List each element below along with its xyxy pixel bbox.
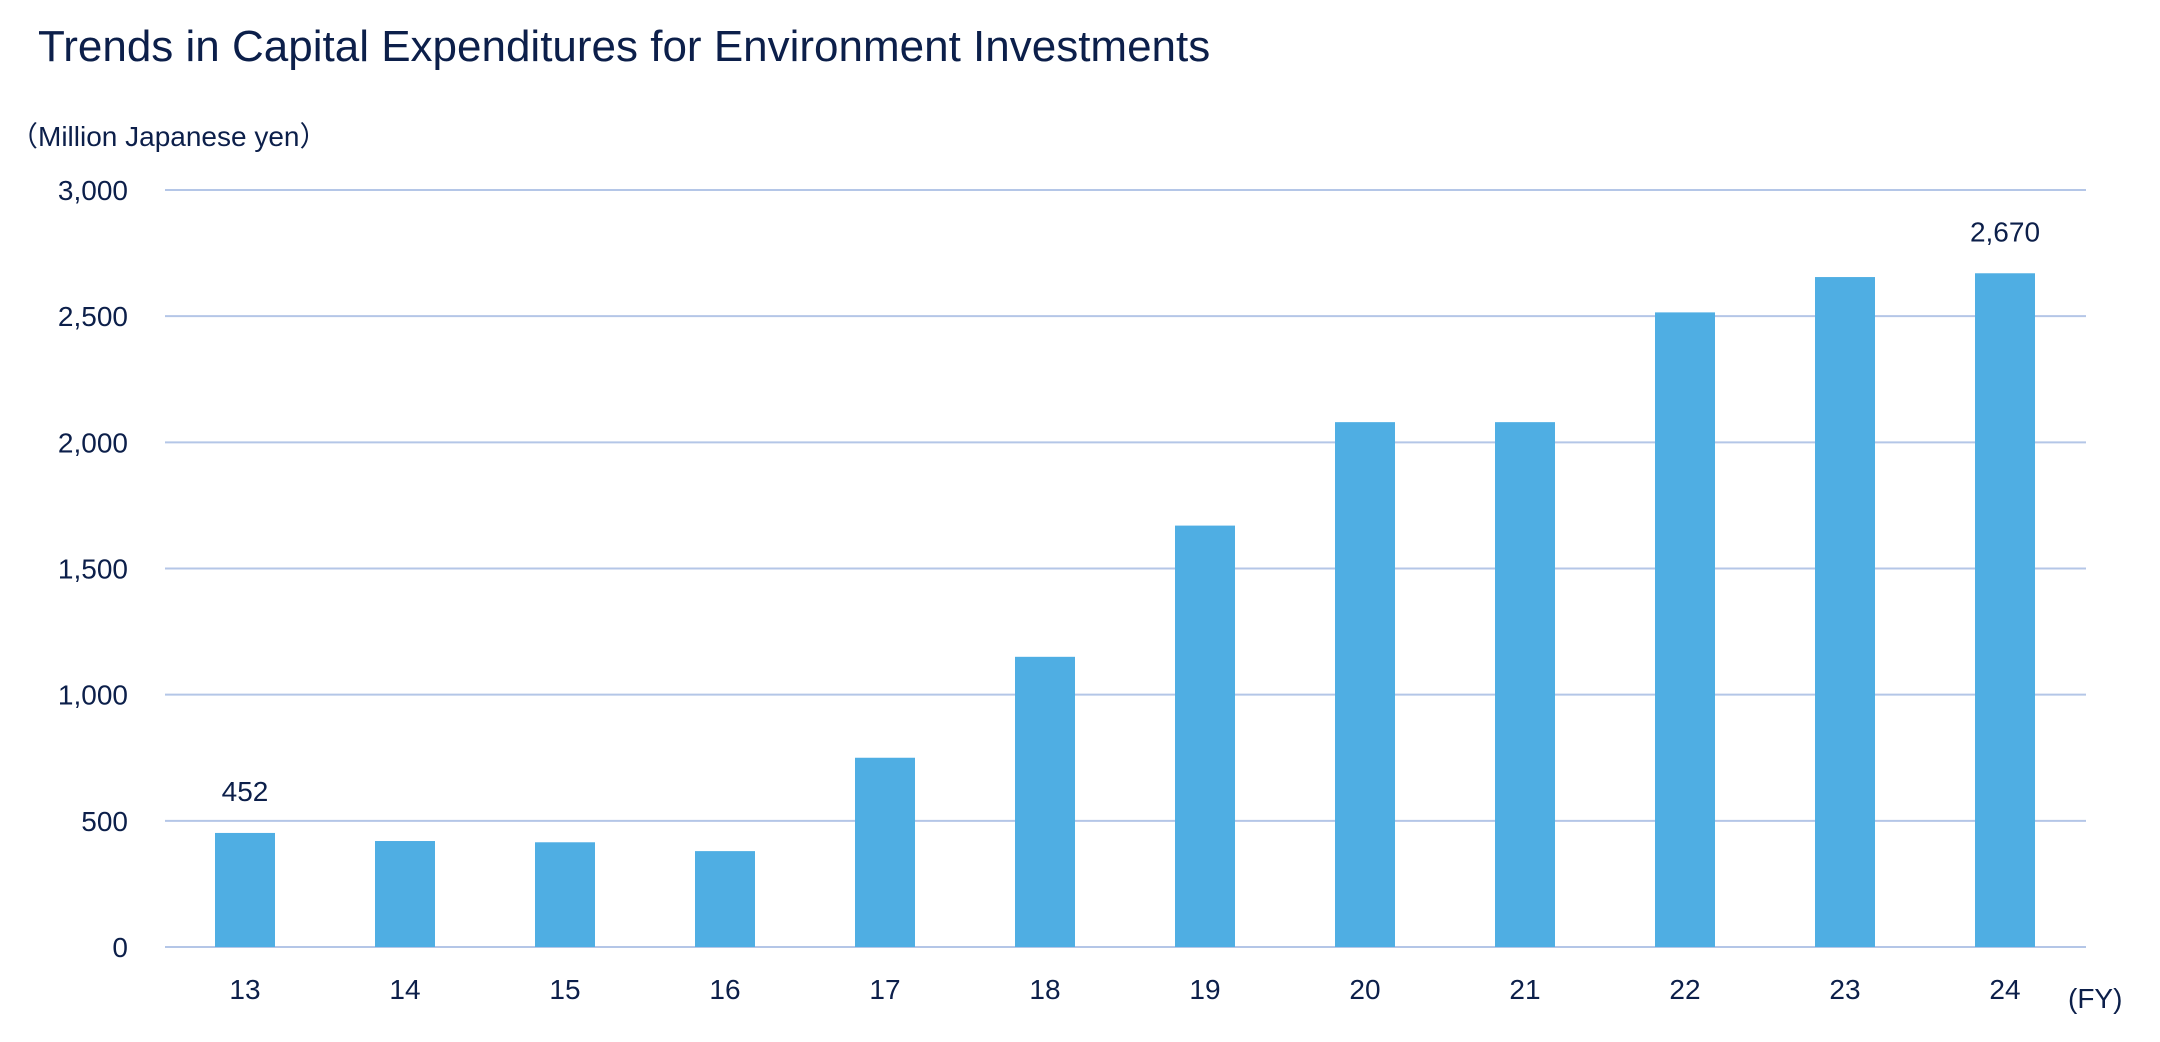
x-axis-label: (FY) [2068, 983, 2122, 1014]
y-axis-label: （Million Japanese yen） [10, 121, 328, 152]
chart-title: Trends in Capital Expenditures for Envir… [38, 22, 1211, 71]
bar [1495, 422, 1555, 947]
bar [1655, 312, 1715, 947]
y-tick-label: 500 [81, 806, 128, 837]
bar [535, 842, 595, 947]
x-tick-label: 18 [1029, 974, 1060, 1005]
x-tick-label: 21 [1509, 974, 1540, 1005]
x-tick-label: 22 [1669, 974, 1700, 1005]
bar [1015, 656, 1075, 947]
x-tick-labels: 13 14 15 16 17 18 19 20 21 22 23 24 [229, 974, 2020, 1005]
y-tick-label: 2,500 [58, 301, 128, 332]
data-labels: 452 2,670 [222, 216, 2040, 807]
x-tick-label: 24 [1989, 974, 2020, 1005]
y-tick-label: 0 [112, 932, 128, 963]
x-tick-label: 14 [389, 974, 420, 1005]
bar [1175, 525, 1235, 947]
data-label: 452 [222, 776, 269, 807]
y-tick-labels: 0 500 1,000 1,500 2,000 2,500 3,000 [58, 175, 128, 963]
bar [855, 757, 915, 947]
bar [215, 832, 275, 947]
x-tick-label: 19 [1189, 974, 1220, 1005]
bar [1815, 277, 1875, 947]
x-tick-label: 17 [869, 974, 900, 1005]
x-tick-label: 16 [709, 974, 740, 1005]
x-tick-label: 20 [1349, 974, 1380, 1005]
bar [695, 851, 755, 947]
y-tick-label: 1,000 [58, 680, 128, 711]
grid-lines [165, 189, 2086, 948]
bar [375, 841, 435, 947]
bar [1975, 273, 2035, 947]
data-label: 2,670 [1970, 216, 2040, 247]
bar [1335, 422, 1395, 947]
y-tick-label: 2,000 [58, 427, 128, 458]
y-tick-label: 3,000 [58, 175, 128, 206]
x-tick-label: 15 [549, 974, 580, 1005]
x-tick-label: 13 [229, 974, 260, 1005]
bars [215, 273, 2035, 947]
x-tick-label: 23 [1829, 974, 1860, 1005]
y-tick-label: 1,500 [58, 554, 128, 585]
